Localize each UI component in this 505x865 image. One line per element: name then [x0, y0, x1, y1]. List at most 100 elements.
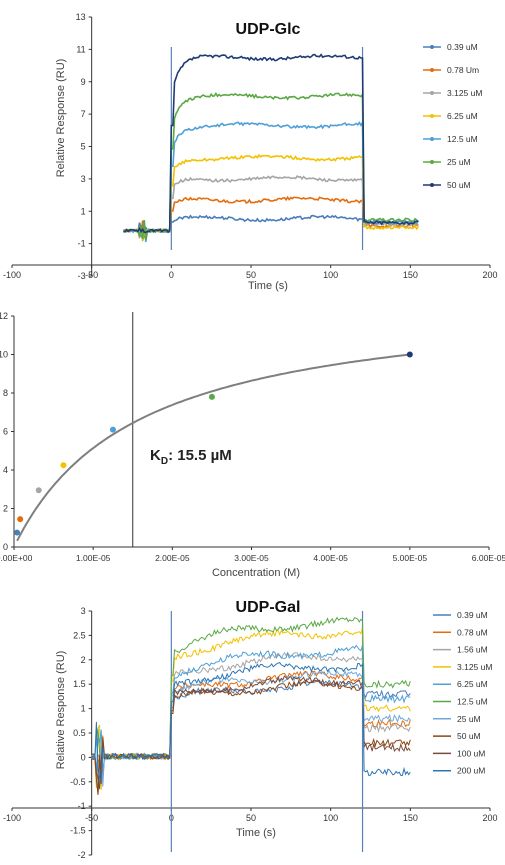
series-line [123, 195, 419, 241]
y-tick-label: 2.5 [73, 630, 86, 640]
x-tick-label: 0 [169, 270, 174, 280]
chart3-xlabel: Time (s) [236, 827, 276, 839]
x-tick-label: 150 [403, 813, 418, 823]
legend-label: 3.125 uM [457, 662, 492, 672]
legend-marker [430, 91, 434, 95]
x-tick-label: -100 [3, 813, 21, 823]
series-line [123, 153, 419, 243]
legend-label: 25 uM [457, 714, 481, 724]
data-point [208, 393, 215, 400]
y-tick-label: 11 [76, 44, 85, 54]
legend-label: 1.56 uM [457, 645, 488, 655]
kd-subscript: D [161, 456, 168, 467]
y-tick-label: -1 [78, 239, 86, 249]
x-tick-label: 0.00E+00 [0, 553, 33, 563]
y-tick-label: 12 [0, 311, 8, 321]
legend-marker [430, 68, 434, 72]
legend-label: 0.78 Um [447, 65, 479, 75]
x-tick-label: 200 [482, 270, 497, 280]
legend-label: 0.39 uM [447, 42, 478, 52]
series-line [91, 661, 411, 782]
legend-marker [430, 137, 434, 141]
y-tick-label: 1.5 [73, 679, 86, 689]
y-tick-label: -1 [78, 801, 86, 811]
series-line [123, 91, 419, 241]
kd-prefix: K [150, 447, 161, 464]
chart3-title: UDP-Gal [236, 599, 301, 616]
y-tick-label: -2 [78, 850, 86, 860]
y-tick-label: 10 [0, 350, 8, 360]
x-tick-label: -50 [85, 813, 98, 823]
y-tick-label: 7 [81, 109, 86, 119]
kd-suffix: : 15.5 µM [168, 447, 232, 464]
series-line [123, 53, 419, 234]
chart1-xlabel: Time (s) [248, 280, 288, 292]
y-tick-label: 5 [81, 142, 86, 152]
x-tick-label: 4.00E-05 [313, 553, 348, 563]
legend-label: 200 uM [457, 766, 485, 776]
y-tick-label: 4 [3, 465, 8, 475]
x-tick-label: 50 [246, 813, 256, 823]
y-tick-label: 1 [81, 704, 86, 714]
x-tick-label: 50 [246, 270, 256, 280]
legend-marker [430, 45, 434, 49]
series-line [91, 678, 411, 795]
y-tick-label: 0.5 [73, 728, 86, 738]
legend-label: 3.125 uM [447, 88, 482, 98]
y-tick-label: -3 [78, 271, 86, 281]
legend-label: 25 uM [447, 157, 471, 167]
x-tick-label: -50 [85, 270, 98, 280]
fit-curve [16, 353, 410, 542]
y-tick-label: 13 [76, 12, 86, 22]
legend-label: 12.5 uM [457, 697, 488, 707]
udp-glc-sensorgram-chart: UDP-Glc Relative Response (RU) Time (s) … [3, 12, 498, 292]
x-tick-label: 5.00E-05 [393, 553, 428, 563]
chart1-title: UDP-Glc [236, 21, 301, 38]
legend-marker [430, 160, 434, 164]
y-tick-label: -0.5 [70, 777, 86, 787]
y-tick-label: 2 [81, 655, 86, 665]
y-tick-label: 3 [81, 174, 86, 184]
chart3-ylabel: Relative Response (RU) [55, 651, 67, 770]
legend-marker [430, 114, 434, 118]
data-point [109, 426, 116, 433]
x-tick-label: 100 [323, 270, 338, 280]
legend-label: 50 uM [457, 731, 481, 741]
legend-label: 6.25 uM [457, 679, 488, 689]
binding-affinity-chart: Concentration (M) 0 2 4 6 8 10 12 0.00E+00 1.00E… [0, 311, 505, 579]
x-tick-label: 100 [323, 813, 338, 823]
legend-marker [430, 183, 434, 187]
chart2-xlabel: Concentration (M) [212, 567, 300, 579]
legend-label: 0.78 uM [457, 627, 488, 637]
udp-gal-sensorgram-chart: UDP-Gal Relative Response (RU) Time (s) … [3, 599, 498, 860]
kd-annotation: KD: 15.5 µM [150, 447, 232, 467]
data-point [17, 516, 24, 523]
x-tick-label: 1.00E-05 [76, 553, 111, 563]
data-point [14, 529, 21, 536]
x-tick-label: 6.00E-05 [472, 553, 505, 563]
y-tick-label: 9 [81, 77, 86, 87]
legend-label: 6.25 uM [447, 111, 478, 121]
y-tick-label: 0 [3, 542, 8, 552]
x-tick-label: -100 [3, 270, 21, 280]
x-tick-label: 150 [403, 270, 418, 280]
y-tick-label: -1.5 [70, 826, 86, 836]
y-tick-label: 0 [81, 752, 86, 762]
series-line [91, 616, 411, 768]
x-tick-label: 2.00E-05 [155, 553, 190, 563]
x-tick-label: 200 [482, 813, 497, 823]
y-tick-label: 3 [81, 606, 86, 616]
data-point [406, 351, 413, 358]
y-tick-label: 6 [3, 427, 8, 437]
data-point [35, 487, 42, 494]
chart1-ylabel: Relative Response (RU) [55, 59, 67, 178]
legend-label: 0.39 uM [457, 610, 488, 620]
legend-label: 50 uM [447, 180, 471, 190]
legend-label: 100 uM [457, 748, 485, 758]
y-tick-label: 1 [81, 206, 86, 216]
y-tick-label: 8 [3, 388, 8, 398]
y-tick-label: 2 [3, 504, 8, 514]
data-point [60, 462, 67, 469]
x-tick-label: 3.00E-05 [234, 553, 269, 563]
legend-label: 12.5 uM [447, 134, 478, 144]
